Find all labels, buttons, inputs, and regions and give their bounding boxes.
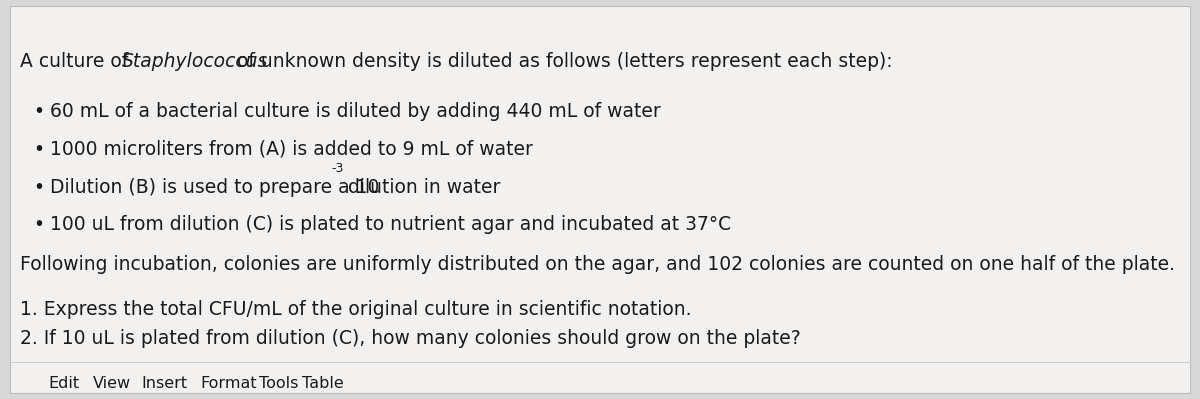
Text: of unknown density is diluted as follows (letters represent each step):: of unknown density is diluted as follows… <box>232 52 893 71</box>
Text: Table: Table <box>302 376 344 391</box>
Text: Tools: Tools <box>259 376 299 391</box>
Text: Edit: Edit <box>48 376 79 391</box>
Text: 2. If 10 uL is plated from dilution (C), how many colonies should grow on the pl: 2. If 10 uL is plated from dilution (C),… <box>20 329 802 348</box>
Text: A culture of: A culture of <box>20 52 134 71</box>
FancyBboxPatch shape <box>10 6 1190 393</box>
Text: Following incubation, colonies are uniformly distributed on the agar, and 102 co: Following incubation, colonies are unifo… <box>20 255 1176 275</box>
Text: -3: -3 <box>331 162 343 176</box>
Text: Format: Format <box>200 376 257 391</box>
Text: Insert: Insert <box>142 376 187 391</box>
Text: dilution in water: dilution in water <box>342 178 500 197</box>
Text: 100 uL from dilution (C) is plated to nutrient agar and incubated at 37°C: 100 uL from dilution (C) is plated to nu… <box>50 215 732 235</box>
Text: •: • <box>34 178 44 197</box>
Text: 1000 microliters from (A) is added to 9 mL of water: 1000 microliters from (A) is added to 9 … <box>50 140 533 159</box>
Text: •: • <box>34 140 44 159</box>
Text: Staphylococcus: Staphylococcus <box>122 52 268 71</box>
Text: •: • <box>34 102 44 121</box>
Text: 60 mL of a bacterial culture is diluted by adding 440 mL of water: 60 mL of a bacterial culture is diluted … <box>50 102 661 121</box>
Text: •: • <box>34 215 44 235</box>
Text: View: View <box>92 376 131 391</box>
Text: Dilution (B) is used to prepare a 10: Dilution (B) is used to prepare a 10 <box>50 178 379 197</box>
Text: 1. Express the total CFU/mL of the original culture in scientific notation.: 1. Express the total CFU/mL of the origi… <box>20 300 692 319</box>
